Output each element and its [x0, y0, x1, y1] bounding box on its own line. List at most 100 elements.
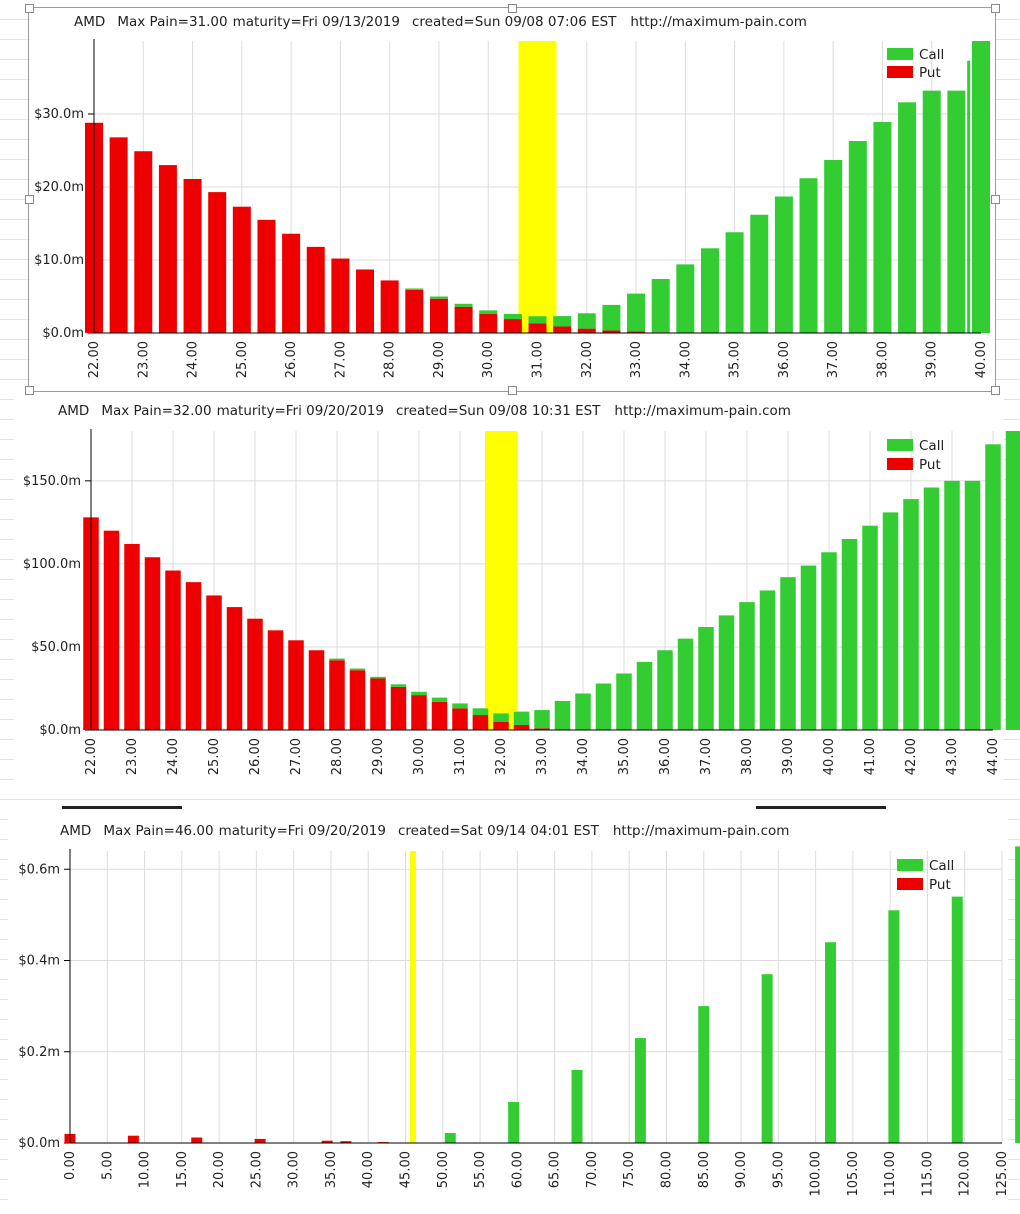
x-tick-label: 36.00 [658, 738, 673, 775]
put-bar [411, 695, 427, 730]
put-bar [472, 715, 489, 730]
x-tick-label: 35.00 [728, 341, 743, 378]
call-bar [677, 638, 694, 730]
call-bar [472, 708, 489, 716]
call-bar [405, 288, 424, 290]
x-tick-label: 90.00 [734, 1151, 749, 1188]
legend-put-swatch [887, 66, 913, 78]
x-tick-label: 125.00 [995, 1151, 1010, 1197]
x-tick-label: 15.00 [175, 1151, 190, 1188]
x-tick-label: 60.00 [510, 1151, 525, 1188]
y-tick-label: $150.0m [23, 474, 81, 489]
put-bar [452, 708, 468, 730]
resize-handle-tr[interactable] [991, 4, 1000, 13]
call-bar [479, 310, 498, 315]
put-bar [577, 328, 596, 333]
resize-handle-mr[interactable] [991, 195, 1000, 204]
x-tick-label: 50.00 [436, 1151, 451, 1188]
resize-handle-ml[interactable] [25, 195, 34, 204]
put-bar [454, 306, 473, 333]
call-bar [651, 278, 670, 333]
call-bar [825, 942, 837, 1143]
put-bar [282, 233, 301, 333]
call-bar [390, 684, 407, 687]
x-tick-label: 85.00 [697, 1151, 712, 1188]
call-bar [898, 102, 917, 333]
legend-call-label: Call [929, 858, 954, 874]
resize-handle-bm[interactable] [508, 386, 517, 395]
legend-call-label: Call [919, 438, 944, 454]
x-tick-label: 32.00 [580, 341, 595, 378]
x-tick-label: 0.00 [63, 1151, 78, 1180]
x-tick-label: 33.00 [535, 738, 550, 775]
legend-2: Call Put [887, 438, 944, 473]
put-bar [127, 1135, 139, 1143]
put-bar [553, 326, 572, 333]
legend-put-label: Put [929, 877, 951, 893]
call-bar [627, 293, 646, 332]
max-pain-chart-3[interactable]: AMD Max Pain=46.00 maturity=Fri 09/20/2019… [8, 816, 1020, 1208]
chart-panel-3[interactable]: AMD Max Pain=46.00 maturity=Fri 09/20/2019… [8, 816, 1020, 1208]
call-bar [882, 512, 899, 730]
call-bar [903, 499, 919, 730]
x-tick-label: 34.00 [576, 738, 591, 775]
resize-handle-tl[interactable] [25, 4, 34, 13]
x-tick-label: 44.00 [986, 738, 1001, 775]
y-tick-label: $30.0m [34, 107, 84, 122]
call-bar [848, 141, 867, 333]
x-tick-label: 30.00 [481, 341, 496, 378]
put-bar [370, 678, 386, 730]
put-bar [349, 670, 366, 730]
call-bar [595, 683, 612, 730]
x-tick-label: 30.00 [412, 738, 427, 775]
put-bar [340, 1141, 352, 1143]
x-tick-label: 5.00 [100, 1151, 115, 1180]
x-tick-label: 105.00 [846, 1151, 861, 1197]
x-tick-label: 39.00 [781, 738, 796, 775]
call-bar [774, 196, 793, 333]
legend-put-swatch [897, 878, 923, 890]
call-bar [698, 1006, 710, 1143]
call-bar [761, 974, 773, 1143]
put-bar [308, 650, 325, 730]
put-bar [356, 269, 375, 333]
chart-panel-1[interactable]: AMD Max Pain=31.00 maturity=Fri 09/13/2019… [30, 8, 995, 390]
x-tick-label: 23.00 [125, 738, 140, 775]
x-tick-label: 25.00 [235, 341, 250, 378]
x-tick-label: 75.00 [622, 1151, 637, 1188]
chart-panel-2[interactable]: AMD Max Pain=32.00 maturity=Fri 09/20/2019… [14, 398, 1020, 798]
legend-put-label: Put [919, 457, 941, 473]
put-bar [306, 246, 325, 333]
x-tick-label: 38.00 [875, 341, 890, 378]
legend-put-label: Put [919, 65, 941, 81]
x-tick-label: 40.00 [361, 1151, 376, 1188]
y-tick-label: $0.6m [18, 862, 60, 877]
resize-handle-tm[interactable] [508, 4, 517, 13]
y-tick-label: $0.4m [18, 954, 60, 969]
y-tick-label: $10.0m [34, 253, 84, 268]
put-bar [493, 721, 509, 730]
x-tick-label: 26.00 [248, 738, 263, 775]
max-pain-band [485, 431, 517, 730]
legend-3: Call Put [897, 858, 954, 893]
put-bar [431, 701, 448, 730]
call-bar [528, 316, 547, 324]
call-bar [634, 1038, 646, 1143]
x-tick-label: 32.00 [494, 738, 509, 775]
call-bar [1015, 846, 1020, 1143]
resize-handle-bl[interactable] [25, 386, 34, 395]
x-tick-label: 45.00 [399, 1151, 414, 1188]
x-tick-label: 27.00 [289, 738, 304, 775]
y-tick-label: $0.2m [18, 1045, 60, 1060]
put-bar [208, 192, 227, 333]
max-pain-chart-1[interactable]: AMD Max Pain=31.00 maturity=Fri 09/13/2019… [30, 8, 995, 390]
x-tick-label: 23.00 [136, 341, 151, 378]
y-tick-label: $0.0m [39, 723, 81, 738]
resize-handle-br[interactable] [991, 386, 1000, 395]
call-bar [985, 444, 1001, 730]
x-tick-label: 29.00 [371, 738, 386, 775]
y-tick-label: $0.0m [42, 326, 84, 341]
call-bar [972, 41, 990, 333]
x-tick-label: 28.00 [330, 738, 345, 775]
max-pain-chart-2[interactable]: AMD Max Pain=32.00 maturity=Fri 09/20/2019… [14, 398, 1020, 798]
